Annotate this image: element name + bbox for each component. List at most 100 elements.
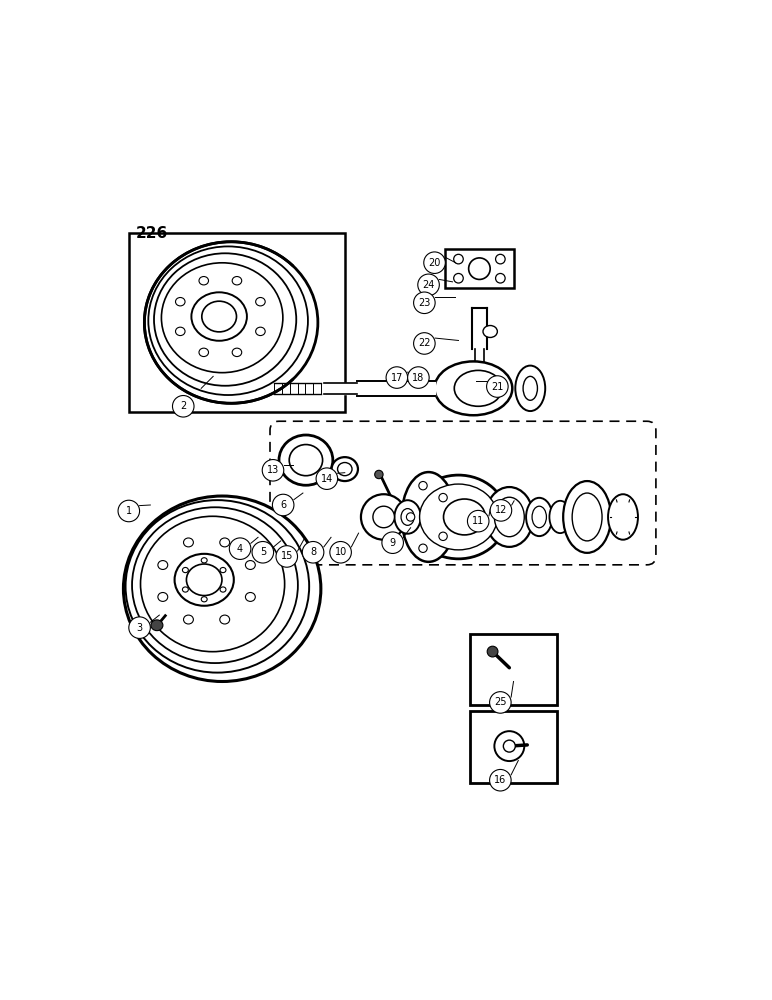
Ellipse shape [157, 593, 168, 601]
Ellipse shape [608, 494, 638, 540]
Text: 6: 6 [280, 500, 286, 510]
Text: 2: 2 [180, 401, 186, 411]
Ellipse shape [550, 501, 571, 533]
Ellipse shape [144, 242, 318, 403]
Circle shape [172, 396, 194, 417]
Ellipse shape [191, 292, 247, 341]
Ellipse shape [401, 509, 415, 525]
Ellipse shape [161, 263, 283, 373]
Bar [470, 711, 557, 783]
Text: 8: 8 [310, 547, 317, 557]
Ellipse shape [201, 597, 207, 602]
Ellipse shape [401, 472, 455, 562]
Ellipse shape [572, 493, 602, 541]
Circle shape [273, 494, 294, 516]
Text: 23: 23 [418, 298, 431, 308]
Ellipse shape [361, 494, 406, 540]
Circle shape [490, 500, 512, 521]
Text: 4: 4 [237, 544, 243, 554]
Ellipse shape [406, 513, 415, 521]
Circle shape [229, 538, 251, 559]
Circle shape [382, 532, 404, 553]
Ellipse shape [220, 615, 229, 624]
Ellipse shape [256, 297, 266, 306]
Bar [445, 249, 514, 288]
Ellipse shape [564, 481, 611, 553]
Ellipse shape [175, 327, 185, 336]
Ellipse shape [435, 361, 513, 415]
Ellipse shape [157, 561, 168, 569]
Ellipse shape [394, 500, 421, 534]
Ellipse shape [201, 301, 236, 332]
Text: 22: 22 [418, 338, 431, 348]
Text: 9: 9 [390, 538, 396, 548]
Text: 25: 25 [494, 697, 506, 707]
Text: 226: 226 [135, 226, 168, 241]
Ellipse shape [220, 587, 226, 592]
Text: 1: 1 [126, 506, 132, 516]
Ellipse shape [373, 506, 394, 528]
Ellipse shape [523, 376, 537, 400]
Ellipse shape [516, 366, 545, 411]
Text: 12: 12 [495, 505, 507, 515]
Circle shape [489, 769, 511, 791]
Ellipse shape [439, 493, 447, 502]
Circle shape [386, 367, 408, 388]
Ellipse shape [199, 277, 208, 285]
Ellipse shape [494, 497, 524, 537]
Circle shape [468, 510, 489, 532]
Ellipse shape [486, 487, 533, 547]
Ellipse shape [487, 646, 498, 657]
Ellipse shape [220, 567, 226, 573]
Bar [470, 634, 557, 705]
Text: 13: 13 [267, 465, 279, 475]
Ellipse shape [439, 532, 447, 540]
Ellipse shape [454, 254, 463, 264]
Ellipse shape [154, 253, 296, 386]
Ellipse shape [201, 558, 207, 563]
Ellipse shape [199, 348, 208, 357]
Ellipse shape [483, 326, 497, 337]
Ellipse shape [175, 297, 185, 306]
Circle shape [252, 541, 273, 563]
Ellipse shape [141, 516, 285, 652]
Text: 16: 16 [494, 775, 506, 785]
Text: 11: 11 [472, 516, 484, 526]
Text: 3: 3 [137, 623, 143, 633]
Circle shape [408, 367, 429, 388]
Ellipse shape [494, 731, 524, 761]
Ellipse shape [279, 435, 333, 485]
Ellipse shape [419, 544, 427, 552]
Ellipse shape [444, 499, 486, 535]
Circle shape [316, 468, 337, 489]
Ellipse shape [290, 445, 323, 476]
Ellipse shape [469, 258, 490, 279]
Text: 24: 24 [422, 280, 435, 290]
Ellipse shape [454, 273, 463, 283]
Ellipse shape [245, 593, 256, 601]
Circle shape [118, 500, 140, 522]
Ellipse shape [232, 348, 242, 357]
Ellipse shape [503, 740, 516, 752]
Ellipse shape [532, 506, 547, 528]
Ellipse shape [148, 246, 308, 395]
Circle shape [486, 376, 508, 397]
Text: 21: 21 [491, 382, 503, 392]
Ellipse shape [421, 504, 442, 530]
Ellipse shape [454, 370, 502, 406]
Circle shape [418, 274, 439, 296]
Ellipse shape [496, 273, 505, 283]
Circle shape [303, 541, 324, 563]
Circle shape [489, 692, 511, 713]
Ellipse shape [132, 507, 298, 663]
Circle shape [424, 252, 445, 273]
Ellipse shape [151, 620, 163, 631]
Ellipse shape [337, 463, 352, 476]
Ellipse shape [526, 498, 553, 536]
Ellipse shape [332, 457, 358, 481]
Text: 10: 10 [334, 547, 347, 557]
Ellipse shape [182, 587, 188, 592]
Text: 15: 15 [280, 551, 293, 561]
Text: 18: 18 [412, 373, 425, 383]
Text: 20: 20 [428, 258, 441, 268]
